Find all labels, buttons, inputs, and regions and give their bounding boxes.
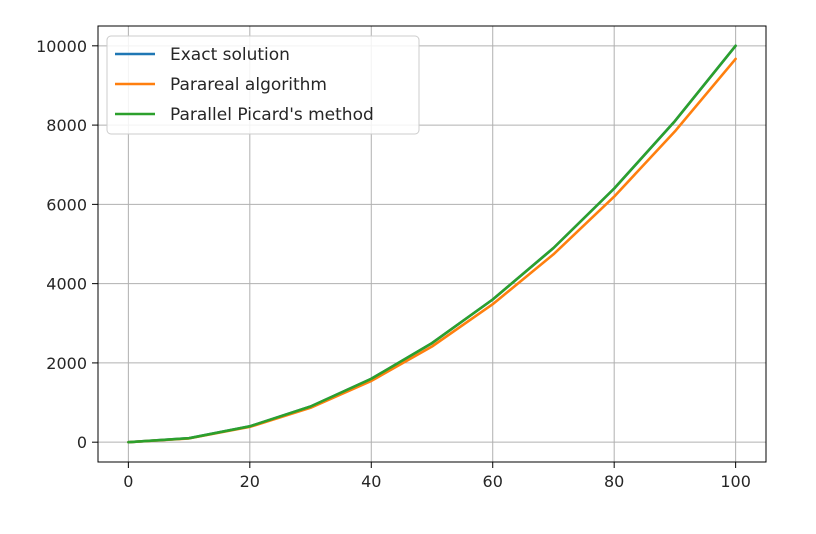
x-tick-label: 40 <box>361 472 381 491</box>
legend-entry-label: Parareal algorithm <box>170 75 327 95</box>
x-tick-label: 100 <box>720 472 751 491</box>
legend-entry-label: Exact solution <box>170 45 290 65</box>
legend: Exact solution Parareal algorithm Parallel… <box>106 35 420 135</box>
y-tick-label: 8000 <box>46 116 87 135</box>
y-tick-label: 2000 <box>46 354 87 373</box>
y-tick-label: 6000 <box>46 195 87 214</box>
series-lines <box>127 44 737 444</box>
x-tick-label: 80 <box>604 472 624 491</box>
x-tick-label: 20 <box>240 472 260 491</box>
y-tick-label: 0 <box>77 433 87 452</box>
y-axis-ticks: 0 2000 4000 6000 8000 10000 <box>36 37 98 452</box>
x-tick-label: 0 <box>123 472 133 491</box>
legend-entry-label: Parallel Picard's method <box>170 105 374 125</box>
plot-frame <box>97 25 767 463</box>
x-axis-ticks: 0 20 40 60 80 100 <box>123 462 751 491</box>
series-line-parallel-picard-s-method <box>127 44 737 444</box>
legend-box <box>106 35 420 135</box>
y-tick-label: 4000 <box>46 275 87 294</box>
y-tick-label: 10000 <box>36 37 87 56</box>
x-tick-label: 60 <box>483 472 503 491</box>
